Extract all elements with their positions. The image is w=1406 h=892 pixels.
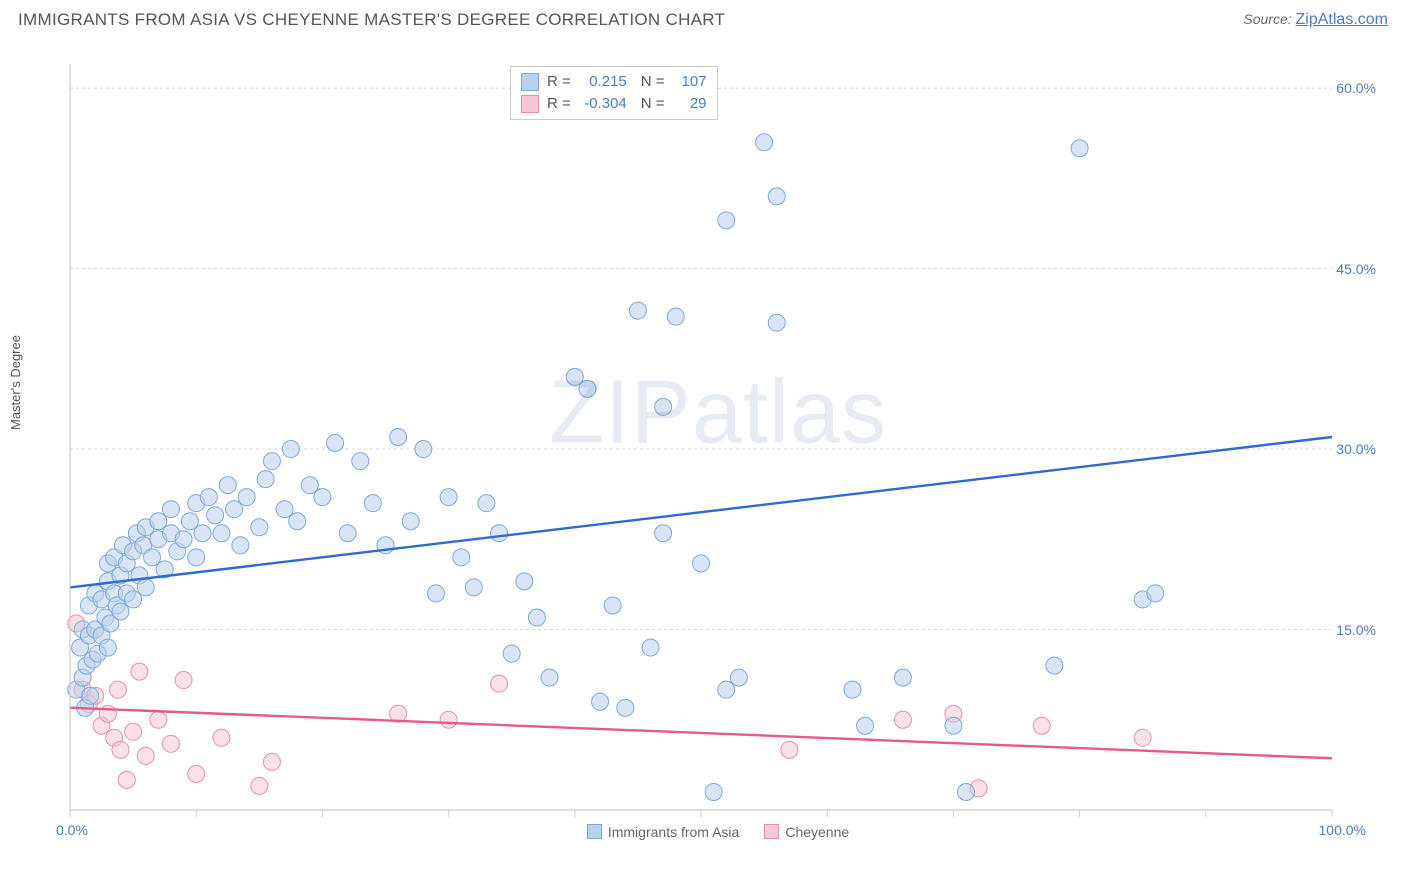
x-legend-label-1: Immigrants from Asia	[608, 824, 739, 840]
chart-area: ZIPatlas R = 0.215 N = 107 R = -0.304 N …	[50, 50, 1386, 840]
legend-row-1: R = 0.215 N = 107	[521, 71, 707, 93]
source-label: Source: ZipAtlas.com	[1243, 11, 1388, 29]
legend-n-label: N =	[641, 93, 665, 115]
legend-swatch-1	[521, 73, 539, 91]
legend-row-2: R = -0.304 N = 29	[521, 93, 707, 115]
legend-swatch-2	[521, 95, 539, 113]
y-tick-label: 60.0%	[1336, 80, 1376, 96]
y-tick-label: 45.0%	[1336, 261, 1376, 277]
legend-r-label: R =	[547, 71, 571, 93]
legend-r-value-1: 0.215	[579, 71, 627, 93]
y-tick-label: 30.0%	[1336, 441, 1376, 457]
x-legend-swatch-2	[764, 824, 779, 839]
x-legend-label-2: Cheyenne	[785, 824, 849, 840]
chart-title: IMMIGRANTS FROM ASIA VS CHEYENNE MASTER'…	[18, 10, 725, 30]
source-link[interactable]: ZipAtlas.com	[1296, 11, 1388, 28]
legend-r-value-2: -0.304	[579, 93, 627, 115]
x-legend-item-2: Cheyenne	[764, 824, 849, 840]
x-legend-item-1: Immigrants from Asia	[587, 824, 739, 840]
x-legend-swatch-1	[587, 824, 602, 839]
legend-r-label: R =	[547, 93, 571, 115]
legend-n-value-2: 29	[673, 93, 707, 115]
y-tick-label: 15.0%	[1336, 622, 1376, 638]
chart-svg	[50, 50, 1386, 840]
y-axis-label: Master's Degree	[8, 335, 23, 430]
correlation-legend: R = 0.215 N = 107 R = -0.304 N = 29	[510, 66, 718, 120]
x-axis-legend: Immigrants from Asia Cheyenne	[50, 824, 1386, 840]
legend-n-value-1: 107	[673, 71, 707, 93]
legend-n-label: N =	[641, 71, 665, 93]
source-prefix: Source:	[1243, 11, 1295, 27]
